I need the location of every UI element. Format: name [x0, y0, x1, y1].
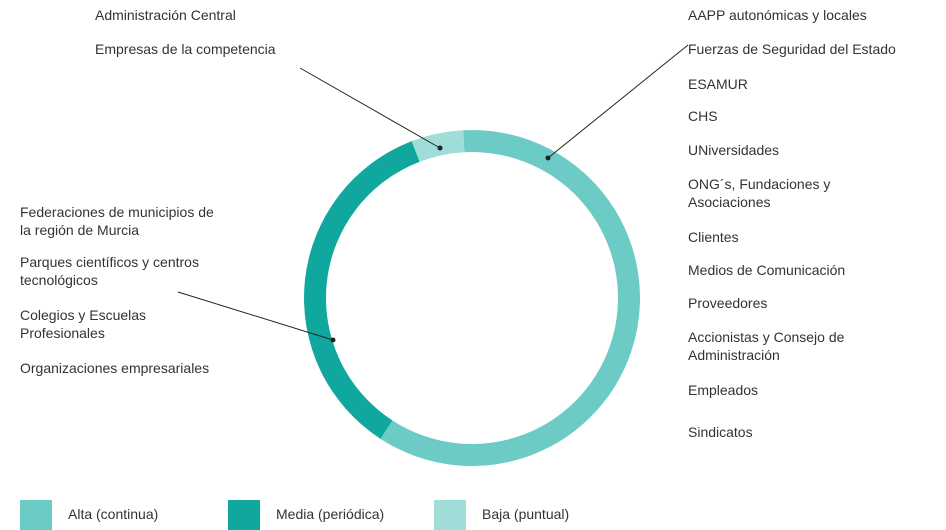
stakeholder-label: Sindicatos — [688, 424, 753, 440]
stakeholder-label: ESAMUR — [688, 76, 748, 92]
leader-dot — [437, 145, 443, 151]
leader-line — [299, 67, 441, 149]
leader-dot — [330, 337, 336, 343]
donut-segment — [304, 141, 420, 439]
stakeholder-label: Federaciones de municipios de la región … — [20, 204, 214, 238]
leader-line — [547, 44, 689, 159]
stakeholder-label: Organizaciones empresariales — [20, 360, 210, 376]
stakeholder-label: CHS — [688, 108, 718, 124]
stakeholder-label: Clientes — [688, 229, 739, 245]
legend-swatch — [20, 500, 52, 530]
legend-label: Baja (puntual) — [482, 506, 570, 522]
donut-segment — [411, 130, 465, 162]
leader-dot — [545, 155, 551, 161]
stakeholder-label: AAPP autonómicas y locales — [688, 7, 867, 23]
stakeholder-label: Medios de Comunicación — [688, 262, 846, 278]
legend-swatch — [434, 500, 466, 530]
stakeholder-label: Empleados — [688, 382, 759, 398]
stakeholder-label: Fuerzas de Seguridad del Estado — [688, 41, 896, 57]
stakeholder-label: Empresas de la competencia — [95, 41, 276, 57]
stakeholder-label: Administración Central — [95, 7, 236, 23]
legend-swatch — [228, 500, 260, 530]
stakeholder-label: Parques científicos y centros tecnológic… — [20, 254, 199, 288]
legend-label: Alta (continua) — [68, 506, 159, 522]
leader-line — [177, 291, 334, 341]
stakeholder-label: UNiversidades — [688, 142, 780, 158]
stakeholder-label: Colegios y Escuelas Profesionales — [20, 307, 147, 341]
donut-segment — [380, 130, 641, 467]
stakeholder-label: Proveedores — [688, 295, 768, 311]
stakeholder-label: Accionistas y Consejo de Administración — [688, 329, 845, 363]
legend-label: Media (periódica) — [276, 506, 385, 522]
stakeholder-label: ONG´s, Fundaciones y Asociaciones — [688, 176, 831, 210]
